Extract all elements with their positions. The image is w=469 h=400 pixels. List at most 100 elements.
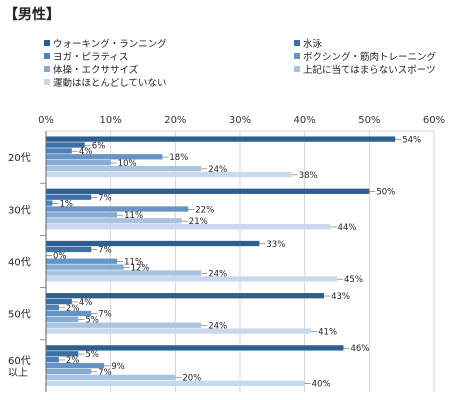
data-label: 24% xyxy=(208,269,227,279)
data-label: 21% xyxy=(189,217,208,227)
data-label: 24% xyxy=(208,322,227,332)
x-tick-label: 10% xyxy=(100,115,122,126)
bar xyxy=(46,374,176,381)
legend-item: ボクシング・筋肉トレーニング xyxy=(294,49,436,63)
bar xyxy=(46,188,370,194)
x-tick-label: 60% xyxy=(423,115,445,126)
legend-label: ボクシング・筋肉トレーニング xyxy=(303,52,437,63)
bar xyxy=(46,357,59,363)
data-label: 5% xyxy=(85,316,99,326)
legend-swatch xyxy=(44,79,50,85)
bar xyxy=(46,270,202,276)
legend-label: 体操・エクササイズ xyxy=(53,65,139,76)
data-label: 6% xyxy=(92,141,106,151)
data-label: 38% xyxy=(299,171,318,181)
chart-title: 【男性】 xyxy=(4,7,60,23)
bar xyxy=(46,264,124,270)
data-label: 20% xyxy=(182,374,201,384)
data-label: 24% xyxy=(208,165,227,175)
bar xyxy=(46,316,79,322)
x-tick-label: 40% xyxy=(294,115,316,126)
bar xyxy=(46,154,163,160)
bar xyxy=(46,362,105,369)
legend-item: 水泳 xyxy=(294,36,322,50)
bar xyxy=(46,310,92,317)
bar xyxy=(46,304,59,311)
bar xyxy=(46,240,260,247)
data-label: 41% xyxy=(318,327,337,337)
data-label: 2% xyxy=(66,356,80,366)
legend-swatch xyxy=(44,40,50,46)
bar xyxy=(46,206,189,212)
x-tick-label: 20% xyxy=(164,115,186,126)
category-label: 60代 xyxy=(8,355,31,367)
bar xyxy=(46,218,182,224)
legend-label: ヨガ・ピラティス xyxy=(53,52,129,63)
category-label: 40代 xyxy=(8,257,31,269)
data-label: 7% xyxy=(98,368,112,378)
legend-swatch xyxy=(294,66,300,72)
legend-item: 運動はほとんどしていない xyxy=(44,75,166,89)
data-label: 7% xyxy=(98,246,112,256)
data-label: 10% xyxy=(118,159,137,169)
data-label: 0% xyxy=(53,252,67,262)
bar xyxy=(46,351,79,357)
bar xyxy=(46,322,202,328)
legend-label: ウォーキング・ランニング xyxy=(53,39,167,50)
legend-label: 運動はほとんどしていない xyxy=(53,78,167,89)
legend-item: ウォーキング・ランニング xyxy=(44,36,167,50)
category-label: 50代 xyxy=(8,309,31,321)
legend-label: 上記に当てはまらないスポーツ xyxy=(303,65,436,76)
legend-swatch xyxy=(44,66,50,72)
legend-swatch xyxy=(294,40,300,46)
data-label: 5% xyxy=(85,350,99,360)
bar xyxy=(46,160,111,166)
data-label: 4% xyxy=(79,147,93,157)
bar xyxy=(46,171,292,178)
bar xyxy=(46,293,325,299)
data-label: 40% xyxy=(312,380,331,390)
x-tick-label: 0% xyxy=(38,115,54,126)
legend-item: 体操・エクササイズ xyxy=(44,62,138,76)
data-label: 4% xyxy=(79,298,93,308)
data-label: 18% xyxy=(169,153,188,163)
bar xyxy=(46,380,305,386)
data-label: 54% xyxy=(402,135,421,145)
data-label: 11% xyxy=(124,258,143,268)
bar xyxy=(46,328,312,334)
bar xyxy=(46,224,331,230)
bar xyxy=(46,246,92,253)
legend-label: 水泳 xyxy=(303,39,323,50)
data-label: 33% xyxy=(266,240,285,250)
bar xyxy=(46,276,337,282)
bar xyxy=(46,142,85,148)
data-label: 45% xyxy=(344,275,363,285)
data-label: 46% xyxy=(350,344,369,354)
data-label: 11% xyxy=(124,211,143,221)
data-label: 1% xyxy=(59,199,73,209)
bar xyxy=(46,345,344,351)
data-label: 9% xyxy=(111,362,125,372)
data-label: 2% xyxy=(66,304,80,314)
data-label: 7% xyxy=(98,310,112,320)
bar xyxy=(46,200,53,206)
data-label: 12% xyxy=(131,263,150,273)
data-label: 50% xyxy=(376,188,395,198)
bar xyxy=(46,258,118,264)
legend-item: ヨガ・ピラティス xyxy=(44,49,128,63)
bar xyxy=(46,368,92,375)
bar xyxy=(46,298,72,305)
x-tick-label: 50% xyxy=(358,115,380,126)
bar xyxy=(46,148,72,154)
bar xyxy=(46,136,396,142)
data-label: 7% xyxy=(98,194,112,204)
category-label: 以上 xyxy=(8,367,28,379)
legend-item: 上記に当てはまらないスポーツ xyxy=(294,62,436,76)
data-label: 22% xyxy=(195,205,214,215)
data-label: 43% xyxy=(331,292,350,302)
category-label: 20代 xyxy=(8,152,31,164)
legend-swatch xyxy=(294,53,300,59)
x-tick-label: 30% xyxy=(229,115,251,126)
category-label: 30代 xyxy=(8,204,31,216)
